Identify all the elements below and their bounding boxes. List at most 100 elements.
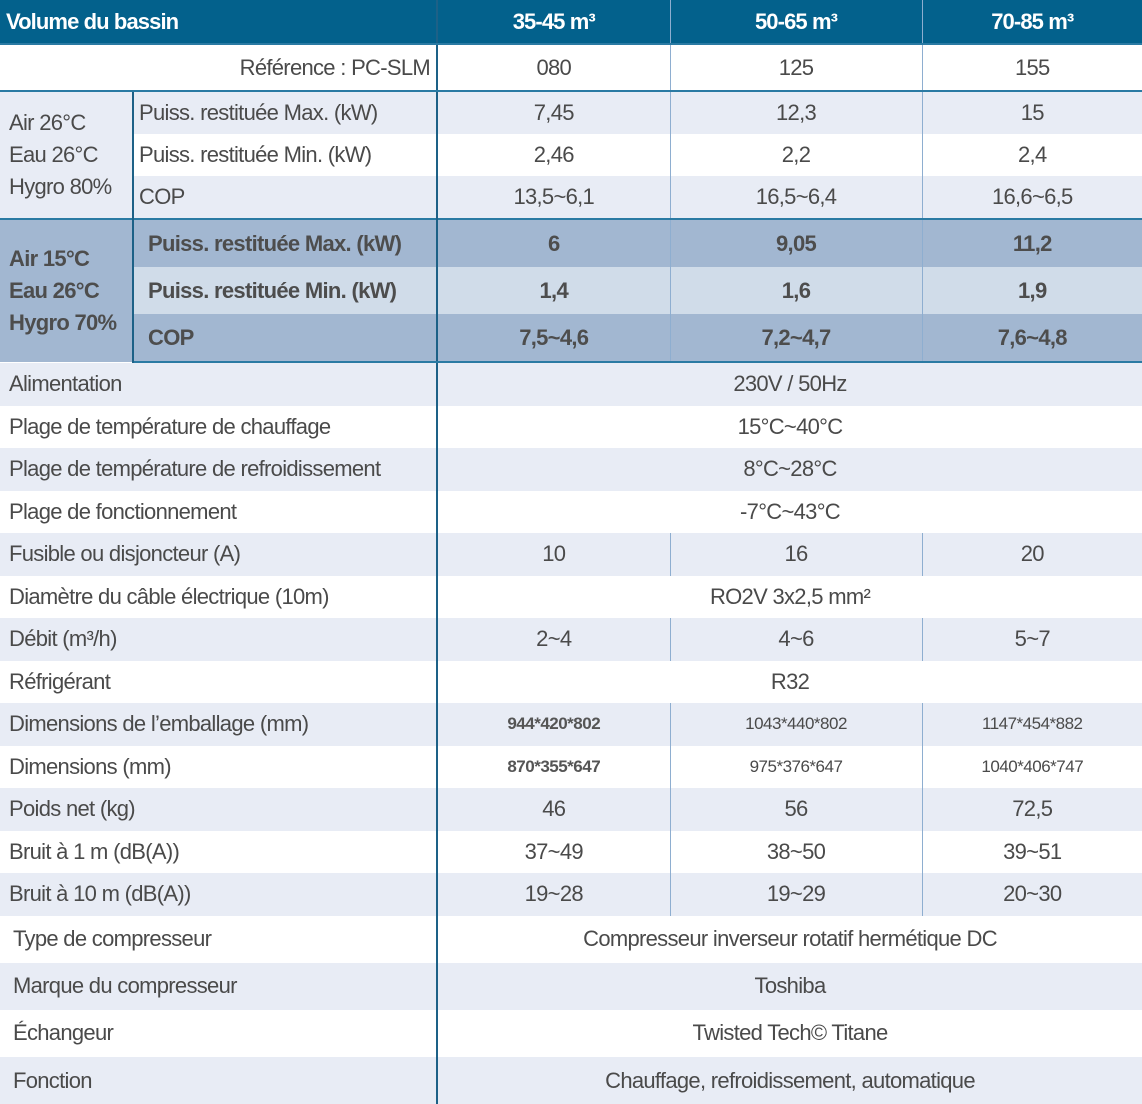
row-value: 56 xyxy=(669,788,923,831)
specs-row: Plage de température de chauffage 15°C~40… xyxy=(0,405,1142,448)
row-label: Plage de température de chauffage xyxy=(9,413,331,439)
row-value: 975*376*647 xyxy=(669,745,923,788)
row-label: COP xyxy=(133,176,438,219)
row-label: Plage de fonctionnement xyxy=(9,498,237,524)
row-value: 870*355*647 xyxy=(436,745,671,788)
header-label: Volume du bassin xyxy=(0,0,438,45)
row-value: 20~30 xyxy=(921,873,1142,916)
row-value: 39~51 xyxy=(921,830,1142,873)
row-value: 1,9 xyxy=(921,267,1142,314)
specs-row: Poids net (kg) 46 56 72,5 xyxy=(0,788,1142,831)
row-label: Bruit à 1 m (dB(A)) xyxy=(9,838,180,864)
condition-line: Air 15°C xyxy=(9,246,90,271)
row-value: 7,2~4,7 xyxy=(669,314,923,363)
row-value: Toshiba xyxy=(436,962,1142,1010)
row-label: Puiss. restituée Max. (kW) xyxy=(133,218,438,267)
group2-condition: Air 15°C Eau 26°C Hygro 70% xyxy=(0,218,134,362)
reference-label: Référence : PC-SLM xyxy=(0,44,438,92)
row-value: 16 xyxy=(669,533,923,576)
features-row: Fonction Chauffage, refroidissement, auto… xyxy=(0,1057,1142,1104)
row-value: 11,2 xyxy=(921,218,1142,267)
row-label: Fusible ou disjoncteur (A) xyxy=(9,541,241,567)
condition-line: Eau 26°C xyxy=(9,278,100,303)
row-value: Twisted Tech© Titane xyxy=(436,1009,1142,1058)
specs-row: Réfrigérant R32 xyxy=(0,660,1142,703)
reference-value: 125 xyxy=(669,44,923,92)
row-value: Chauffage, refroidissement, automatique xyxy=(436,1057,1142,1104)
row-value: 12,3 xyxy=(669,91,923,134)
row-value: 9,05 xyxy=(669,218,923,267)
row-value: 1,4 xyxy=(436,267,671,314)
row-value: 37~49 xyxy=(436,830,671,873)
row-value: 15°C~40°C xyxy=(436,405,1142,448)
reference-value: 080 xyxy=(436,44,671,92)
row-label: Poids net (kg) xyxy=(9,796,136,822)
row-value: 2~4 xyxy=(436,618,671,661)
row-value: RO2V 3x2,5 mm² xyxy=(436,575,1142,618)
group1-row: COP 13,5~6,1 16,5~6,4 16,6~6,5 xyxy=(0,176,1142,219)
specs-row: Dimensions de l’emballage (mm) 944*420*80… xyxy=(0,703,1142,746)
row-value: 1147*454*882 xyxy=(921,703,1142,746)
reference-value: 155 xyxy=(921,44,1142,92)
row-label: Plage de température de refroidissement xyxy=(9,456,381,482)
row-value: 8°C~28°C xyxy=(436,448,1142,491)
row-value: 19~28 xyxy=(436,873,671,916)
features-row: Type de compresseur Compresseur inverseur… xyxy=(0,915,1142,963)
group1-row: Air 26°C Eau 26°C Hygro 80% Puiss. restitué… xyxy=(0,91,1142,219)
condition-line: Eau 26°C xyxy=(9,142,99,167)
row-value: 46 xyxy=(436,788,671,831)
row-label: COP xyxy=(133,314,438,363)
specs-row: Débit (m³/h) 2~4 4~6 5~7 xyxy=(0,618,1142,661)
header-row: Volume du bassin 35-45 m³ 50-65 m³ 70-85 m³ xyxy=(0,0,1142,45)
row-label: Bruit à 10 m (dB(A)) xyxy=(9,881,191,907)
row-value: 5~7 xyxy=(921,618,1142,661)
specs-row: Bruit à 1 m (dB(A)) 37~49 38~50 39~51 xyxy=(0,830,1142,873)
specs-row: Fusible ou disjoncteur (A) 10 16 20 xyxy=(0,533,1142,576)
condition-line: Air 26°C xyxy=(9,110,86,135)
specs-row: Plage de température de refroidissement 8… xyxy=(0,448,1142,491)
row-value: 13,5~6,1 xyxy=(436,176,671,219)
header-col-3: 70-85 m³ xyxy=(921,0,1142,45)
row-value: 1040*406*747 xyxy=(921,745,1142,788)
row-value: 38~50 xyxy=(669,830,923,873)
row-label: Type de compresseur xyxy=(13,926,212,952)
row-value: 944*420*802 xyxy=(436,703,671,746)
row-label: Alimentation xyxy=(9,371,122,397)
row-label: Réfrigérant xyxy=(9,668,111,694)
features-row: Marque du compresseur Toshiba xyxy=(0,962,1142,1010)
row-value: 16,5~6,4 xyxy=(669,176,923,219)
row-label: Dimensions (mm) xyxy=(9,753,172,779)
row-value: 72,5 xyxy=(921,788,1142,831)
specs-row: Bruit à 10 m (dB(A)) 19~28 19~29 20~30 xyxy=(0,873,1142,916)
row-value: 20 xyxy=(921,533,1142,576)
row-value: R32 xyxy=(436,660,1142,703)
specs-row: Alimentation 230V / 50Hz xyxy=(0,362,1142,406)
row-value: 15 xyxy=(921,91,1142,134)
row-value: 230V / 50Hz xyxy=(436,362,1142,406)
row-label: Fonction xyxy=(13,1067,92,1093)
row-label: Diamètre du câble électrique (10m) xyxy=(9,583,330,609)
row-label: Puiss. restituée Max. (kW) xyxy=(133,91,438,134)
row-value: 4~6 xyxy=(669,618,923,661)
row-value: 7,45 xyxy=(436,91,671,134)
row-value: 2,4 xyxy=(921,134,1142,176)
condition-line: Hygro 80% xyxy=(9,174,112,199)
row-label: Puiss. restituée Min. (kW) xyxy=(133,267,438,314)
row-label: Puiss. restituée Min. (kW) xyxy=(133,134,438,176)
group2-row: Puiss. restituée Min. (kW) 1,4 1,6 1,9 xyxy=(0,267,1142,314)
condition-line: Hygro 70% xyxy=(9,310,117,335)
row-value: 1043*440*802 xyxy=(669,703,923,746)
header-col-1: 35-45 m³ xyxy=(436,0,671,45)
row-value: 2,2 xyxy=(669,134,923,176)
row-value: 10 xyxy=(436,533,671,576)
row-label: Débit (m³/h) xyxy=(9,626,117,652)
row-value: 7,5~4,6 xyxy=(436,314,671,363)
row-label: Échangeur xyxy=(13,1020,114,1046)
specs-row: Diamètre du câble électrique (10m) RO2V 3… xyxy=(0,575,1142,618)
specs-row: Dimensions (mm) 870*355*647 975*376*647 104… xyxy=(0,745,1142,788)
row-value: 1,6 xyxy=(669,267,923,314)
group1-row: Puiss. restituée Min. (kW) 2,46 2,2 2,4 xyxy=(0,134,1142,176)
row-label: Marque du compresseur xyxy=(13,973,237,999)
row-label: Dimensions de l’emballage (mm) xyxy=(9,711,309,737)
